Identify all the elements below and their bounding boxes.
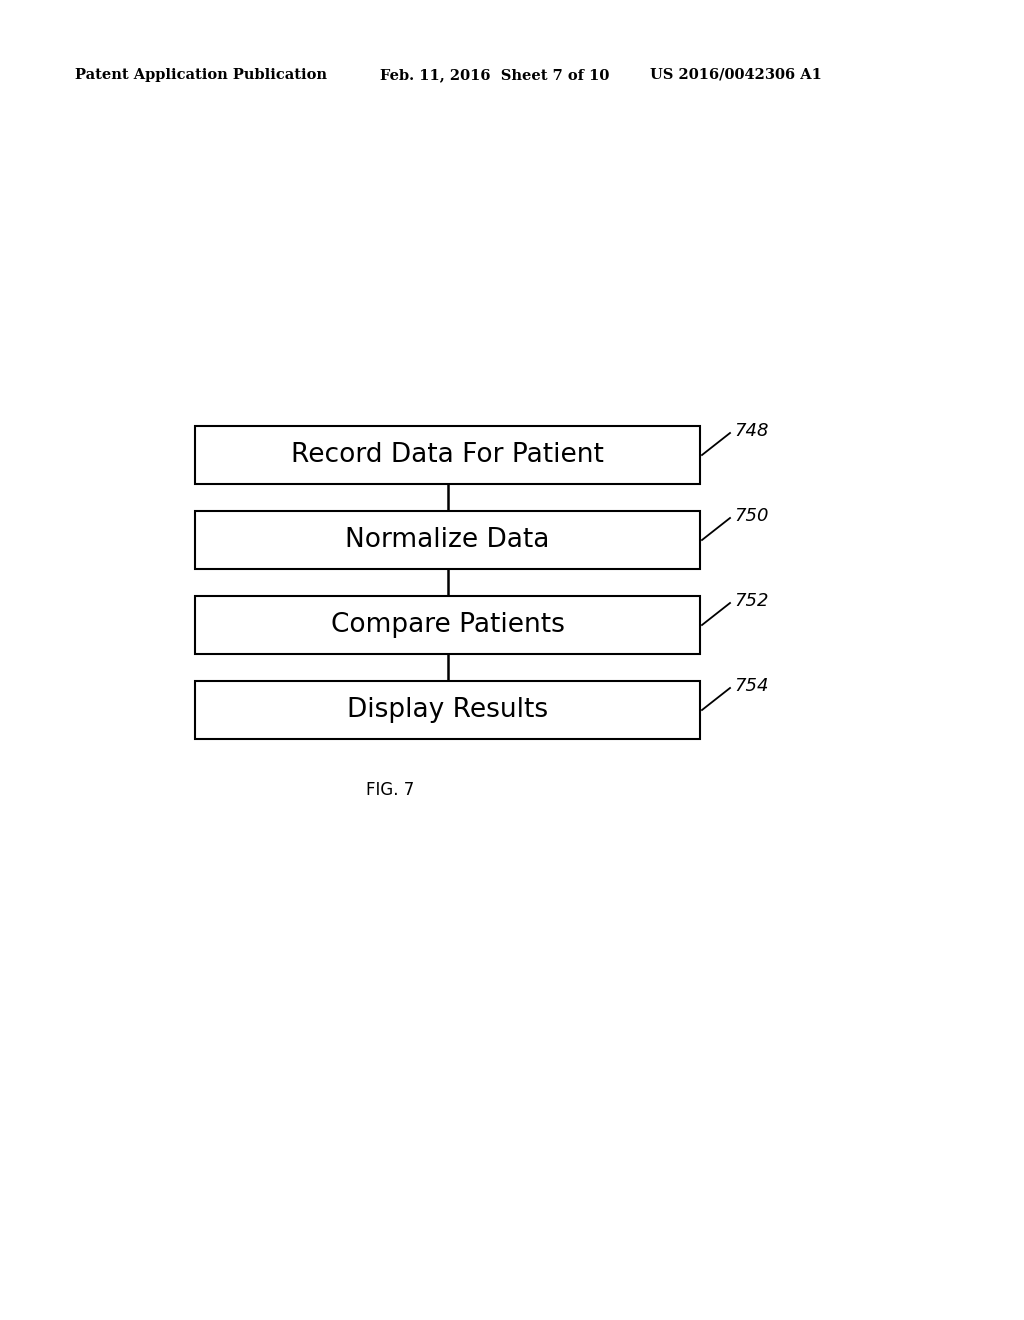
Text: 748: 748	[734, 422, 768, 440]
Text: Normalize Data: Normalize Data	[345, 527, 550, 553]
Bar	[195, 597, 700, 653]
Text: 750: 750	[734, 507, 768, 525]
Text: Feb. 11, 2016  Sheet 7 of 10: Feb. 11, 2016 Sheet 7 of 10	[380, 69, 609, 82]
Bar	[195, 681, 700, 739]
Text: US 2016/0042306 A1: US 2016/0042306 A1	[650, 69, 822, 82]
Text: Display Results: Display Results	[347, 697, 548, 723]
Text: 752: 752	[734, 591, 768, 610]
Text: Compare Patients: Compare Patients	[331, 612, 564, 638]
Bar	[195, 511, 700, 569]
Text: Record Data For Patient: Record Data For Patient	[291, 442, 604, 469]
Text: 754: 754	[734, 677, 768, 696]
Bar	[195, 426, 700, 484]
Text: Patent Application Publication: Patent Application Publication	[75, 69, 327, 82]
Text: FIG. 7: FIG. 7	[366, 781, 414, 799]
